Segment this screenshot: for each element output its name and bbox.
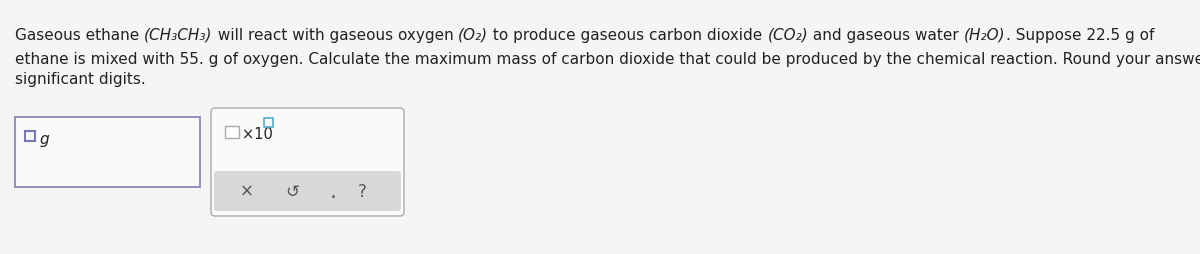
- Text: .: .: [330, 181, 337, 201]
- FancyBboxPatch shape: [214, 171, 401, 211]
- Text: Gaseous ethane: Gaseous ethane: [14, 28, 144, 43]
- Text: (H₂O): (H₂O): [964, 28, 1006, 43]
- Bar: [14, 118, 200, 187]
- Text: ×10: ×10: [242, 126, 272, 141]
- Text: ethane is mixed with 55. g of oxygen. Calculate the maximum mass of carbon dioxi: ethane is mixed with 55. g of oxygen. Ca…: [14, 52, 1200, 67]
- Text: will react with gaseous oxygen: will react with gaseous oxygen: [212, 28, 458, 43]
- Text: g: g: [38, 132, 49, 146]
- Text: (O₂): (O₂): [458, 28, 488, 43]
- Bar: [264, 119, 274, 128]
- Bar: [25, 132, 35, 141]
- Bar: [226, 126, 239, 138]
- Text: significant digits.: significant digits.: [14, 72, 145, 87]
- Text: (CO₂): (CO₂): [768, 28, 809, 43]
- Text: ×: ×: [240, 182, 254, 200]
- Text: . Suppose 22.5 g of: . Suppose 22.5 g of: [1006, 28, 1154, 43]
- Text: ↺: ↺: [286, 182, 299, 200]
- Text: to produce gaseous carbon dioxide: to produce gaseous carbon dioxide: [488, 28, 768, 43]
- Text: (CH₃CH₃): (CH₃CH₃): [144, 28, 212, 43]
- Text: ?: ?: [358, 182, 367, 200]
- FancyBboxPatch shape: [211, 108, 404, 216]
- Text: and gaseous water: and gaseous water: [809, 28, 964, 43]
